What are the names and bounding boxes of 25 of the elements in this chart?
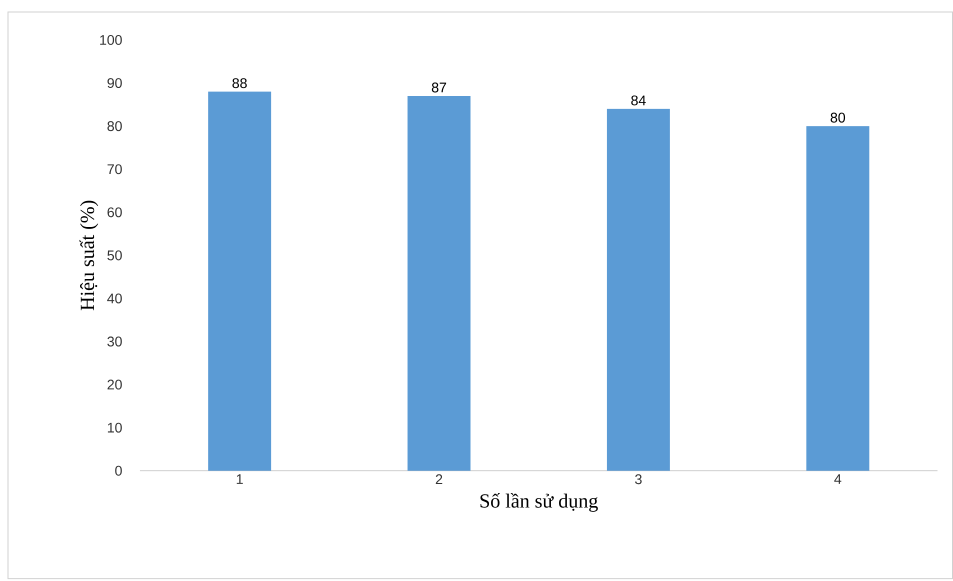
bar	[606, 109, 670, 471]
y-axis-title: Hiệu suất (%)	[79, 200, 98, 310]
y-tick-label: 80	[107, 121, 122, 132]
y-tick-label: 40	[107, 294, 122, 304]
y-tick-label: 70	[108, 164, 122, 174]
data-label: 87	[432, 82, 446, 93]
y-tick-label: 0	[115, 466, 122, 476]
y-tick-label: 90	[108, 78, 122, 88]
y-tick-label: 20	[108, 380, 122, 390]
x-tick-label: 1	[236, 474, 243, 484]
x-tick-label: 2	[436, 474, 442, 484]
data-label: 80	[830, 112, 846, 123]
bar	[806, 126, 870, 471]
x-tick-label: 3	[635, 474, 642, 484]
data-label: 88	[232, 78, 247, 88]
y-tick-label: 30	[107, 336, 122, 347]
data-label: 84	[631, 96, 646, 106]
y-tick-label: 60	[108, 207, 122, 218]
y-tick-label: 50	[107, 250, 122, 260]
bar	[408, 96, 471, 471]
y-tick-label: 10	[108, 422, 122, 433]
bar	[208, 92, 272, 471]
x-axis-title: Số lần sử dụng	[480, 493, 598, 512]
x-tick-label: 4	[834, 474, 842, 484]
y-tick-label: 100	[100, 35, 122, 46]
